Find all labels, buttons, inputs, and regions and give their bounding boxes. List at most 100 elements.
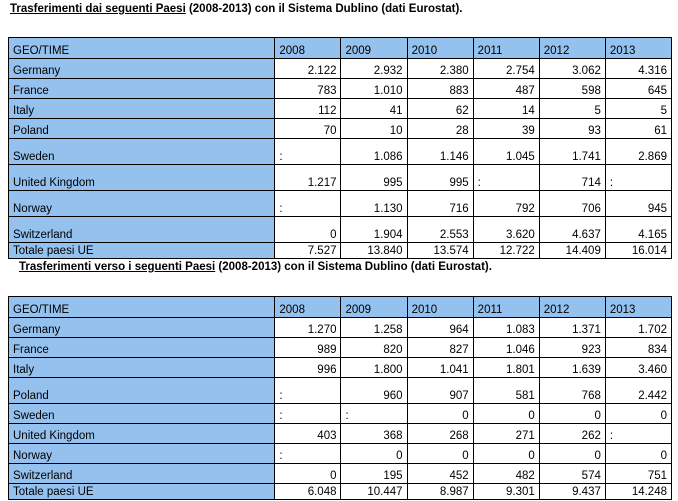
country-label: Italy (7, 357, 276, 378)
value-cell: 1.217 (274, 164, 342, 191)
header-year: 2012 (538, 296, 606, 318)
value-cell: 883 (406, 78, 474, 99)
country-label: Switzerland (7, 216, 276, 243)
value-cell: 271 (472, 423, 540, 444)
value-cell: 10 (340, 118, 408, 139)
table-row: Norway:0 0 0 0 0 (7, 443, 673, 464)
table-row: United Kingdom 1.217 995 995:714: (7, 164, 673, 191)
value-cell: 0 (472, 403, 540, 424)
value-cell: 70 (274, 118, 342, 139)
country-label: France (7, 337, 276, 358)
value-cell: 14.248 (604, 483, 673, 500)
value-cell: 706 (538, 190, 606, 217)
value-cell: 1.801 (472, 357, 540, 378)
country-label: Switzerland (7, 463, 276, 484)
transfers-from-table: GEO/TIME 2008 2009 2010 2011 2012 2013 Germany 2… (7, 37, 673, 259)
country-label: Italy (7, 98, 276, 119)
value-cell: 14.409 (538, 242, 606, 259)
country-label: Poland (7, 377, 276, 404)
header-year: 2012 (538, 37, 606, 59)
value-cell: 2.380 (406, 58, 474, 79)
value-cell: 751 (604, 463, 673, 484)
header-year: 2011 (472, 296, 540, 318)
transfers-to-table: GEO/TIME 2008 2009 2010 2011 2012 2013 Germany 1… (7, 296, 673, 500)
value-cell: 0 (274, 463, 342, 484)
table-row: Totale paesi UE 7.527 13.840 13.574 12.722 14… (7, 242, 673, 259)
value-cell: 8.987 (406, 483, 474, 500)
table2-title: Trasferimenti verso i seguenti Paesi (20… (19, 261, 492, 273)
header-year: 2009 (340, 296, 408, 318)
table1-title-underlined: Trasferimenti dai seguenti Paesi (10, 3, 186, 15)
header-year: 2011 (472, 37, 540, 59)
table-row: Italy 112 41 62 14 5 5 (7, 98, 673, 119)
header-year: 2008 (274, 37, 342, 59)
header-year: 2013 (604, 37, 673, 59)
value-cell: : (274, 190, 342, 217)
value-cell: 1.083 (472, 317, 540, 338)
value-cell: 195 (340, 463, 408, 484)
value-cell: 995 (340, 164, 408, 191)
value-cell: 1.702 (604, 317, 673, 338)
country-label: United Kingdom (7, 164, 276, 191)
value-cell: 4.637 (538, 216, 606, 243)
value-cell: 6.048 (274, 483, 342, 500)
value-cell: : (274, 443, 342, 464)
value-cell: 3.460 (604, 357, 673, 378)
country-label: Norway (7, 190, 276, 217)
value-cell: 0 (604, 403, 673, 424)
value-cell: 403 (274, 423, 342, 444)
value-cell: 1.146 (406, 138, 474, 165)
value-cell: 945 (604, 190, 673, 217)
header-year: 2008 (274, 296, 342, 318)
value-cell: 16.014 (604, 242, 673, 259)
value-cell: : (604, 423, 673, 444)
value-cell: 1.130 (340, 190, 408, 217)
value-cell: 989 (274, 337, 342, 358)
value-cell: 768 (538, 377, 606, 404)
value-cell: 1.086 (340, 138, 408, 165)
value-cell: 482 (472, 463, 540, 484)
value-cell: 0 (406, 443, 474, 464)
value-cell: 960 (340, 377, 408, 404)
value-cell: 2.442 (604, 377, 673, 404)
country-label: Totale paesi UE (7, 242, 276, 259)
table-row: Sweden:1.086 1.146 1.045 1.741 2.869 (7, 138, 673, 165)
value-cell: 28 (406, 118, 474, 139)
value-cell: 4.165 (604, 216, 673, 243)
table-row: Germany 2.122 2.932 2.380 2.754 3.062 4.316 (7, 58, 673, 79)
value-cell: 2.754 (472, 58, 540, 79)
value-cell: : (274, 403, 342, 424)
value-cell: 39 (472, 118, 540, 139)
value-cell: 714 (538, 164, 606, 191)
table-row: Switzerland 0 195 452 482 574 751 (7, 463, 673, 484)
value-cell: 923 (538, 337, 606, 358)
value-cell: 1.371 (538, 317, 606, 338)
value-cell: 598 (538, 78, 606, 99)
value-cell: 792 (472, 190, 540, 217)
table-row: Switzerland 0 1.904 2.553 3.620 4.637 4.165 (7, 216, 673, 243)
country-label: Sweden (7, 403, 276, 424)
value-cell: 4.316 (604, 58, 673, 79)
value-cell: 995 (406, 164, 474, 191)
header-row: GEO/TIME 2008 2009 2010 2011 2012 2013 (7, 37, 673, 59)
value-cell: : (340, 403, 408, 424)
value-cell: 62 (406, 98, 474, 119)
country-label: Totale paesi UE (7, 483, 276, 500)
value-cell: 827 (406, 337, 474, 358)
value-cell: 487 (472, 78, 540, 99)
value-cell: 1.258 (340, 317, 408, 338)
header-year: 2010 (406, 296, 474, 318)
header-geo-time: GEO/TIME (7, 37, 276, 59)
header-geo-time: GEO/TIME (7, 296, 276, 318)
value-cell: 1.046 (472, 337, 540, 358)
value-cell: 1.010 (340, 78, 408, 99)
country-label: Germany (7, 58, 276, 79)
value-cell: 368 (340, 423, 408, 444)
value-cell: 1.270 (274, 317, 342, 338)
value-cell: 783 (274, 78, 342, 99)
table1-title: Trasferimenti dai seguenti Paesi (2008-2… (10, 3, 462, 15)
value-cell: : (274, 377, 342, 404)
value-cell: 0 (538, 403, 606, 424)
country-label: France (7, 78, 276, 99)
country-label: Sweden (7, 138, 276, 165)
